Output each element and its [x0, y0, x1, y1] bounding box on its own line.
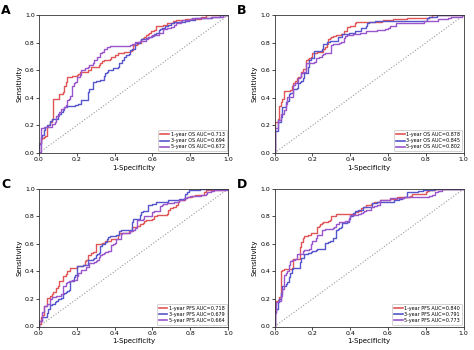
Legend: 1-year OS AUC=0.878, 3-year OS AUC=0.845, 5-year OS AUC=0.802: 1-year OS AUC=0.878, 3-year OS AUC=0.845…	[394, 130, 462, 152]
Legend: 1-year OS AUC=0.713, 3-year OS AUC=0.694, 5-year OS AUC=0.672: 1-year OS AUC=0.713, 3-year OS AUC=0.694…	[158, 130, 227, 152]
Y-axis label: Sensitivity: Sensitivity	[16, 66, 22, 102]
Text: D: D	[237, 178, 247, 191]
X-axis label: 1-Specificity: 1-Specificity	[347, 338, 391, 344]
Y-axis label: Sensitivity: Sensitivity	[252, 66, 258, 102]
Text: B: B	[237, 4, 246, 18]
Legend: 1-year PFS AUC=0.840, 3-year PFS AUC=0.791, 5-year PFS AUC=0.773: 1-year PFS AUC=0.840, 3-year PFS AUC=0.7…	[392, 304, 462, 325]
Text: C: C	[1, 178, 10, 191]
Y-axis label: Sensitivity: Sensitivity	[252, 239, 258, 276]
Legend: 1-year PFS AUC=0.718, 3-year PFS AUC=0.679, 5-year PFS AUC=0.664: 1-year PFS AUC=0.718, 3-year PFS AUC=0.6…	[156, 304, 227, 325]
X-axis label: 1-Specificity: 1-Specificity	[112, 165, 155, 171]
X-axis label: 1-Specificity: 1-Specificity	[112, 338, 155, 344]
X-axis label: 1-Specificity: 1-Specificity	[347, 165, 391, 171]
Y-axis label: Sensitivity: Sensitivity	[16, 239, 22, 276]
Text: A: A	[1, 4, 11, 18]
